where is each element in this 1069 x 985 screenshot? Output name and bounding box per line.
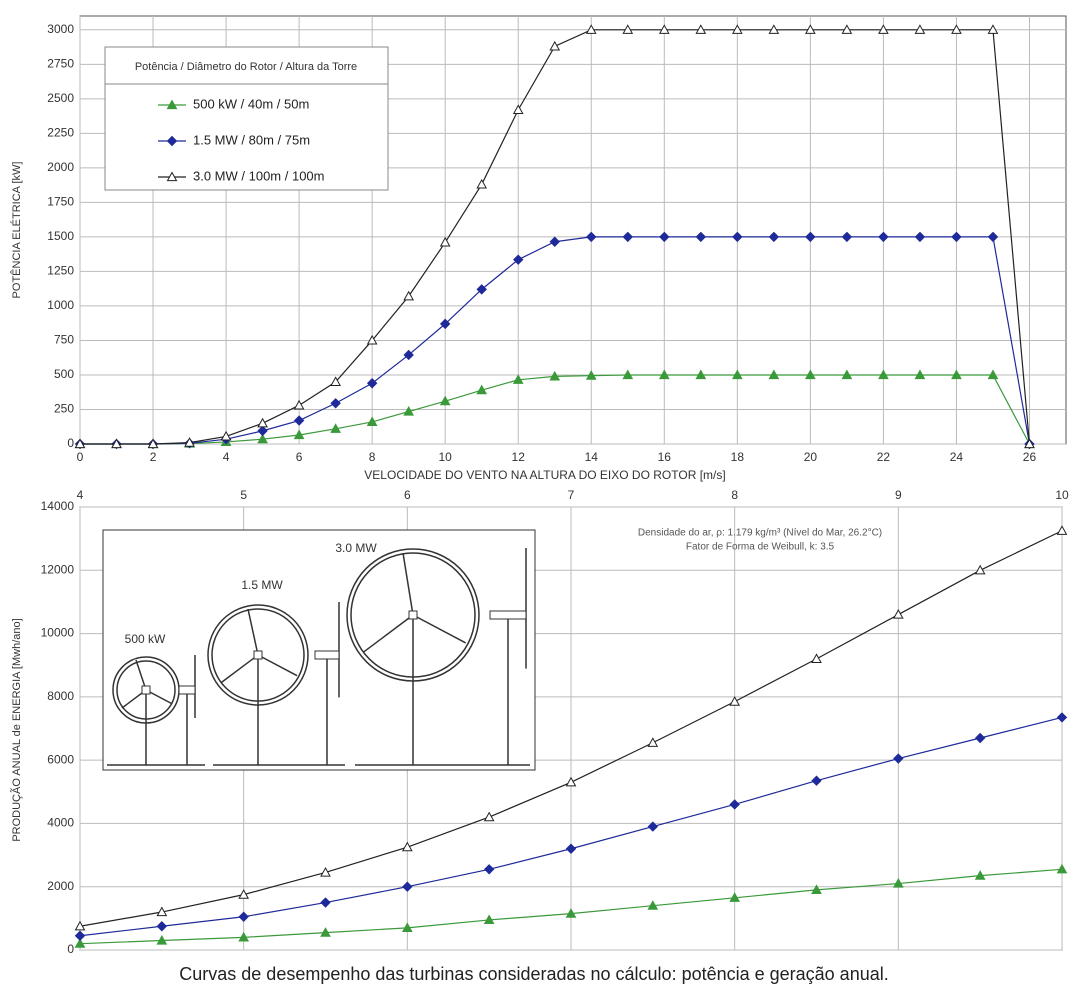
turbine-nacelle bbox=[179, 686, 195, 694]
y-tick-label: 4000 bbox=[47, 816, 74, 830]
x-tick-label: 9 bbox=[895, 488, 902, 502]
y-tick-label: 1500 bbox=[47, 229, 74, 243]
y-tick-label: 500 bbox=[54, 367, 74, 381]
turbine-hub bbox=[409, 611, 417, 619]
inset-box bbox=[103, 530, 535, 770]
x-tick-label: 7 bbox=[568, 488, 575, 502]
y-tick-label: 14000 bbox=[41, 499, 75, 513]
turbine-nacelle bbox=[490, 611, 526, 619]
y-tick-label: 750 bbox=[54, 333, 74, 347]
turbine-hub bbox=[254, 651, 262, 659]
x-tick-label: 10 bbox=[439, 450, 453, 464]
chart: POTÊNCIA ELÉTRICA [kW] VELOCIDADE DO VEN… bbox=[0, 0, 1069, 985]
y-tick-label: 3000 bbox=[47, 22, 74, 36]
y-tick-label: 2000 bbox=[47, 160, 74, 174]
y-tick-label: 12000 bbox=[41, 562, 75, 576]
x-tick-label: 4 bbox=[223, 450, 230, 464]
annotation: Fator de Forma de Weibull, k: 3.5 bbox=[686, 542, 835, 553]
x-tick-label: 12 bbox=[512, 450, 526, 464]
x-tick-label: 0 bbox=[77, 450, 84, 464]
y-tick-label: 2000 bbox=[47, 879, 74, 893]
x-axis-label: VELOCIDADE DO VENTO NA ALTURA DO EIXO DO… bbox=[364, 468, 725, 482]
page: POTÊNCIA ELÉTRICA [kW] VELOCIDADE DO VEN… bbox=[0, 0, 1069, 985]
x-tick-label: 20 bbox=[804, 450, 818, 464]
x-tick-label: 8 bbox=[731, 488, 738, 502]
y-tick-label: 1750 bbox=[47, 195, 74, 209]
inset-label: 3.0 MW bbox=[335, 541, 377, 555]
legend-title: Potência / Diâmetro do Rotor / Altura da… bbox=[135, 61, 357, 73]
y-tick-label: 2250 bbox=[47, 126, 74, 140]
inset-label: 1.5 MW bbox=[241, 578, 283, 592]
x-tick-label: 18 bbox=[731, 450, 745, 464]
x-tick-label: 24 bbox=[950, 450, 964, 464]
x-tick-label: 26 bbox=[1023, 450, 1037, 464]
annotation: Densidade do ar, ρ: 1.179 kg/m³ (Nível d… bbox=[638, 528, 882, 539]
caption: Curvas de desempenho das turbinas consid… bbox=[179, 964, 888, 984]
turbine-hub bbox=[142, 686, 150, 694]
y-axis-label: PRODUÇÃO ANUAL de ENERGIA [Mwh/ano] bbox=[10, 618, 23, 841]
legend-label: 3.0 MW / 100m / 100m bbox=[193, 168, 325, 183]
legend-label: 1.5 MW / 80m / 75m bbox=[193, 132, 310, 147]
x-tick-label: 10 bbox=[1055, 488, 1069, 502]
x-tick-label: 22 bbox=[877, 450, 891, 464]
x-tick-label: 16 bbox=[658, 450, 672, 464]
y-tick-label: 10000 bbox=[41, 626, 75, 640]
y-tick-label: 1000 bbox=[47, 298, 74, 312]
y-tick-label: 1250 bbox=[47, 264, 74, 278]
inset-label: 500 kW bbox=[125, 632, 166, 646]
y-axis-label: POTÊNCIA ELÉTRICA [kW] bbox=[10, 162, 23, 299]
y-tick-label: 2500 bbox=[47, 91, 74, 105]
x-tick-label: 4 bbox=[77, 488, 84, 502]
x-tick-label: 6 bbox=[296, 450, 303, 464]
y-tick-label: 0 bbox=[67, 942, 74, 956]
x-tick-label: 2 bbox=[150, 450, 157, 464]
x-tick-label: 5 bbox=[240, 488, 247, 502]
y-tick-label: 250 bbox=[54, 402, 74, 416]
x-tick-label: 8 bbox=[369, 450, 376, 464]
legend-label: 500 kW / 40m / 50m bbox=[193, 96, 309, 111]
turbine-nacelle bbox=[315, 651, 339, 659]
x-tick-label: 14 bbox=[585, 450, 599, 464]
y-tick-label: 2750 bbox=[47, 56, 74, 70]
y-tick-label: 0 bbox=[67, 436, 74, 450]
x-tick-label: 6 bbox=[404, 488, 411, 502]
y-tick-label: 6000 bbox=[47, 752, 74, 766]
legend: Potência / Diâmetro do Rotor / Altura da… bbox=[105, 47, 388, 190]
y-tick-label: 8000 bbox=[47, 689, 74, 703]
inset: 500 kW 1.5 MW 3.0 MW bbox=[103, 530, 535, 770]
